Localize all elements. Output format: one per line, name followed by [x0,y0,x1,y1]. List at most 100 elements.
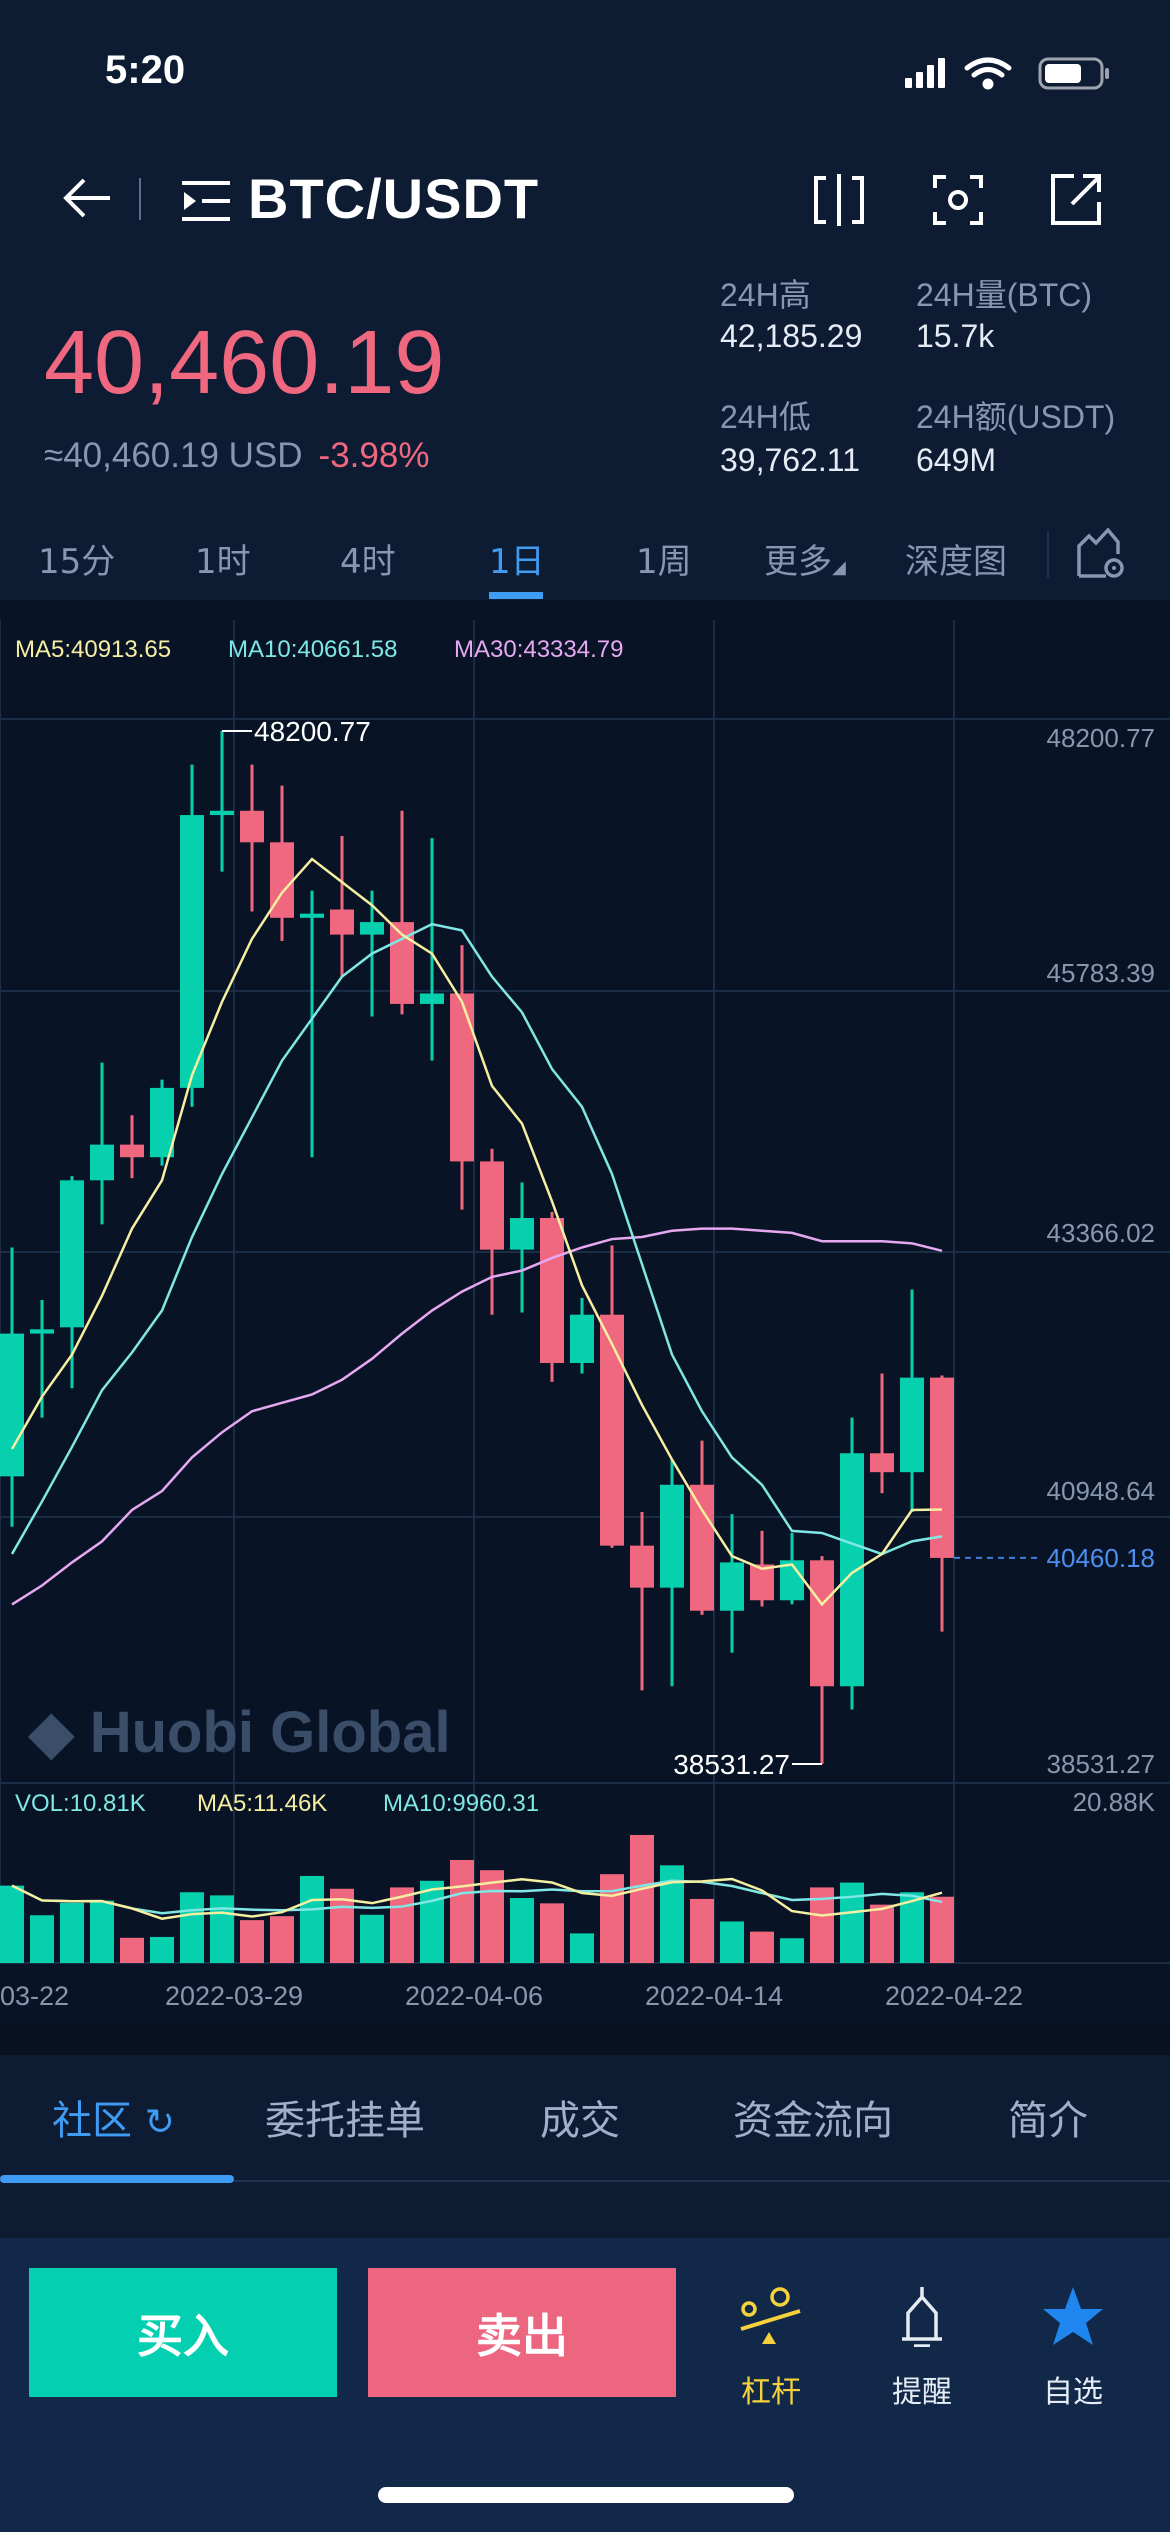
y-tick-label: 38531.27 [1047,1749,1155,1779]
grid [0,620,1170,1964]
x-tick-label: 2022-03-22 [0,1981,69,2011]
candle-body [120,1144,144,1158]
timeframe-more[interactable]: 更多◢ [764,534,846,583]
header-divider [139,178,141,220]
candle-body [150,1087,174,1158]
candle-body [300,913,324,918]
volume-bar [210,1895,234,1963]
status-icons [905,57,1109,90]
candle-body [240,810,264,843]
bell-icon [902,2287,942,2348]
candle-body [780,1560,804,1601]
usd-price-line: ≈40,460.19 USD -3.98% [44,436,429,476]
volume-bar [390,1887,414,1963]
back-arrow-icon[interactable] [62,176,114,220]
candle-body [480,1161,504,1250]
timeframe-4h[interactable]: 4时 [340,542,396,582]
candle-body [420,993,444,1004]
volume-bar [510,1898,534,1963]
alert-button[interactable]: 提醒 [862,2285,982,2411]
split-screen-icon[interactable] [812,174,866,226]
x-tick-label: 2022-04-14 [645,1981,783,2011]
volume-bar [870,1904,894,1963]
share-icon[interactable] [1050,172,1102,226]
y-tick-label: 45783.39 [1047,958,1155,988]
volume-bar [750,1931,774,1963]
y-tick-label: 48200.77 [1047,723,1155,753]
ma5-line [10,857,943,1607]
candle-body [540,1218,564,1363]
stat-high-label: 24H高 [720,277,811,313]
current-price-label: 40460.18 [1047,1543,1155,1573]
volume-bar [780,1938,804,1963]
timeframe-1d[interactable]: 1日 [489,542,545,582]
stat-high-value: 42,185.29 [720,318,863,354]
stat-volume-label: 24H量(BTC) [916,277,1093,313]
candle-body [840,1453,864,1687]
vol-max-label: 20.88K [1073,1787,1156,1817]
candle-body [180,815,204,1088]
menu-icon[interactable] [182,180,232,222]
sell-button[interactable]: 卖出 [368,2268,676,2397]
volume-bar [570,1933,594,1963]
candle-body [600,1314,624,1546]
tab-intro[interactable]: 简介 [1008,2098,1088,2144]
screenshot-icon[interactable] [932,174,984,226]
usd-equivalent: ≈40,460.19 USD [44,436,303,475]
candle-body [900,1377,924,1473]
vol-ma10-legend: MA10:9960.31 [383,1790,539,1817]
change-percent: -3.98% [318,436,430,475]
refresh-icon[interactable]: ↻ [144,2102,175,2143]
x-tick-label: 2022-03-29 [165,1981,303,2011]
x-tick-label: 2022-04-22 [885,1981,1023,2011]
candle-body [30,1329,54,1334]
volume-bar [240,1920,264,1963]
candle-body [930,1377,954,1558]
kline-chart[interactable]: ◆ Huobi Global MA5:40913.65 MA10:40661.5… [0,600,1170,2022]
candle-body [60,1180,84,1328]
volume-bar [360,1914,384,1963]
timeframe-15m[interactable]: 15分 [38,542,116,582]
leverage-icon [740,2287,801,2344]
volume-bar [90,1900,114,1963]
more-label: 更多 [764,542,832,582]
tab-trades[interactable]: 成交 [540,2098,620,2144]
volume-bar [270,1916,294,1963]
buy-button[interactable]: 买入 [29,2268,337,2397]
ma5-legend: MA5:40913.65 [15,636,171,663]
volume-bar [120,1937,144,1963]
tab-community[interactable]: 社区 ↻ [52,2088,175,2146]
stat-turnover-label: 24H额(USDT) [916,399,1116,435]
candle-body [570,1314,594,1363]
wifi-icon [964,57,1012,90]
tab-active-indicator [0,2175,234,2183]
tab-orders[interactable]: 委托挂单 [265,2098,425,2144]
pair-title[interactable]: BTC/USDT [248,167,540,230]
depth-chart-tab[interactable]: 深度图 [905,542,1007,582]
high-marker-label: 48200.77 [254,716,371,747]
signal-icon [905,58,945,88]
favorite-button[interactable]: 自选 [1013,2285,1133,2411]
star-icon [1043,2287,1103,2345]
favorite-label: 自选 [1043,2375,1103,2410]
chart-settings-icon[interactable] [1076,528,1126,580]
volume-bar [720,1921,744,1963]
y-tick-label: 40948.64 [1047,1476,1155,1506]
stat-volume-value: 15.7k [916,318,995,354]
volume-bar [150,1936,174,1963]
volume-bar [180,1892,204,1963]
volume-bar [300,1875,324,1963]
tab-capital-flow[interactable]: 资金流向 [733,2098,893,2144]
timeframe-1w[interactable]: 1周 [636,542,692,582]
candle-body [660,1484,684,1588]
volume-bar [630,1835,654,1963]
leverage-button[interactable]: 杠杆 [711,2285,831,2411]
watermark-logo: ◆ Huobi Global [27,1700,451,1765]
vol-ma10-line [11,1879,943,1915]
ma30-line [11,1227,943,1606]
timeframe-1h[interactable]: 1时 [195,542,251,582]
volume-bar [930,1896,954,1963]
section-gap [0,2022,1170,2055]
stat-low-label: 24H低 [720,399,811,435]
ma10-line [10,922,943,1556]
